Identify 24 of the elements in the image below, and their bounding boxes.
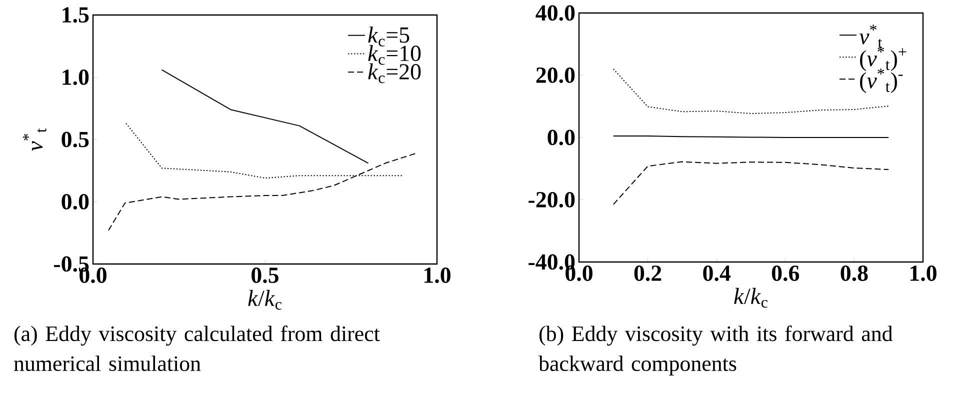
y-tick-label: 1.5 [62,7,89,23]
x-tick-label: 0.6 [772,266,800,282]
text: (a) Eddy viscosity calculated from direct numerical simulation [14,326,380,372]
text: (b) Eddy viscosity with its forward and backward components [538,326,893,376]
legend-label: k$_{c}$=5 [368,26,410,46]
y-tick-label: -20.0 [528,192,575,208]
line-series [612,161,890,205]
x-tick-label: 1.0 [910,266,936,282]
y-tick-label: 1.0 [62,69,89,86]
legend-label: ν$^{*}$t [859,24,882,48]
y-tick-label: 20.0 [536,67,575,84]
x-tick-label: 0.8 [840,266,868,282]
x-axis-title: k/k$_{c}$ [734,288,768,308]
x-tick-label: 0.4 [703,266,731,282]
x-tick-label: 0.5 [252,268,278,284]
x-axis-title: k/k$_{c}$ [248,290,282,310]
y-tick-label: 0.0 [548,130,575,146]
line-series [161,69,369,164]
y-axis-title: ν$^{*}$t [22,128,46,152]
x-tick-label: 1.0 [424,268,450,284]
y-tick-label: 0.0 [62,194,89,210]
y-tick-label: 0.5 [62,132,89,148]
x-tick-label: 0.2 [634,266,662,282]
y-tick-label: 40.0 [536,5,575,21]
